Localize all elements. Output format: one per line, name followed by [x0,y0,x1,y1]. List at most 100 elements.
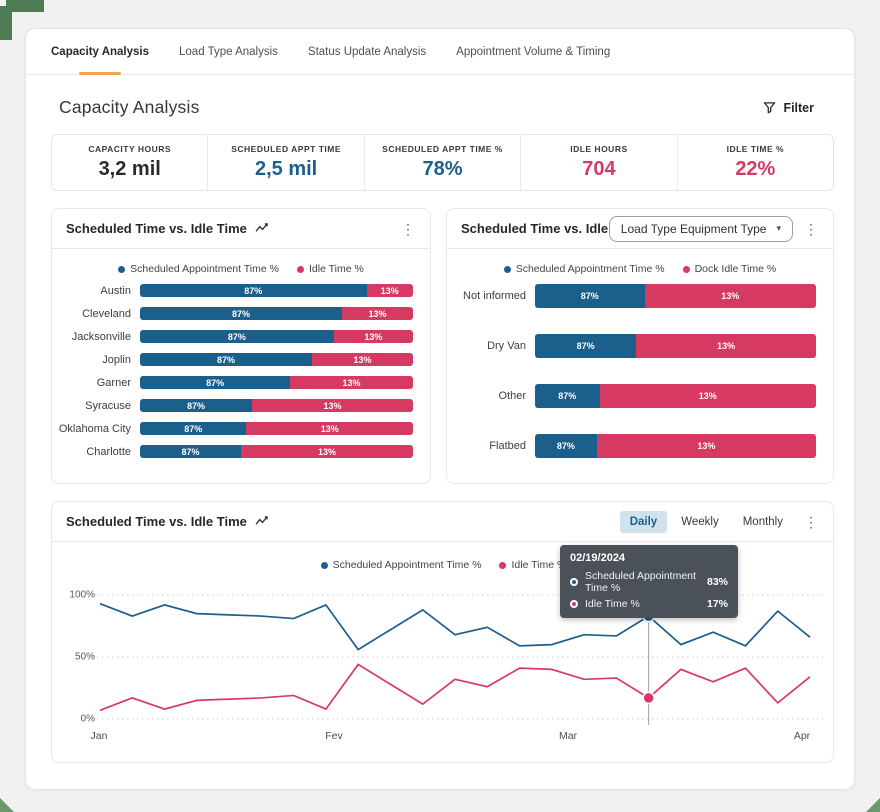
bar-segment[interactable]: 13% [246,422,413,435]
bar-segment[interactable]: 13% [636,334,816,358]
legend-item: Scheduled Appointment Time % [503,263,665,275]
bar-segment[interactable]: 13% [644,284,816,308]
bar-row: Cleveland 87% 13% [52,307,413,320]
panel-title: Scheduled Time vs. Idle Time [461,221,642,236]
bar-track[interactable]: 87% 13% [140,307,413,320]
bar-segment[interactable]: 87% [535,334,637,358]
bar-track[interactable]: 87% 13% [140,330,413,343]
bar-track[interactable]: 87% 13% [535,284,816,308]
bar-track[interactable]: 87% 13% [140,376,413,389]
filter-button[interactable]: Filter [763,101,814,115]
legend-label: Scheduled Appointment Time % [515,263,665,275]
tab-appointment-volume-timing[interactable]: Appointment Volume & Timing [456,45,611,58]
kpi-value: 3,2 mil [98,158,161,180]
bar-category-label: Charlotte [86,445,131,458]
legend-label: Dock Idle Time % [694,263,777,275]
bar-category-label: Not informed [463,290,526,302]
bar-category-label: Cleveland [82,307,131,320]
load-type-dropdown[interactable]: Load Type Equipment Type ▾ [608,215,793,242]
x-axis-tick: Jan [90,730,108,742]
kebab-menu-icon[interactable]: ⋮ [804,220,818,237]
period-weekly-button[interactable]: Weekly [671,511,729,533]
kpi-value: 22% [735,158,776,180]
bar-track[interactable]: 87% 13% [140,422,413,435]
bar-segment[interactable]: 87% [535,284,645,308]
bar-segment[interactable]: 13% [241,445,413,458]
bar-segment[interactable]: 13% [599,384,816,408]
bar-segment[interactable]: 13% [596,434,816,458]
y-axis-tick: 0% [80,713,95,725]
legend-dot-icon [296,265,304,273]
bar-category-label: Syracuse [85,399,131,412]
bar-segment[interactable]: 13% [366,284,413,297]
bar-segment[interactable]: 87% [140,307,343,320]
trend-line-icon [255,516,270,527]
kpi-label: CAPACITY HOURS [88,144,172,154]
bar-segment[interactable]: 13% [290,376,413,389]
legend-label: Idle Time % [511,559,567,571]
tab-bar: Capacity Analysis Load Type Analysis Statu… [26,29,854,75]
bar-row: Flatbed 87% 13% [447,434,816,458]
bar-track[interactable]: 87% 13% [535,384,816,408]
bar-segment[interactable]: 87% [535,384,600,408]
bar-category-label: Flatbed [489,440,526,452]
bar-row: Not informed 87% 13% [447,284,816,308]
tooltip-row: Scheduled Appointment Time % 83% [570,570,728,594]
kpi-summary-bar: CAPACITY HOURS 3,2 mil SCHEDULED APPT TIME… [51,134,834,191]
bar-row: Dry Van 87% 13% [447,334,816,358]
period-daily-button[interactable]: Daily [619,510,668,533]
bar-row: Oklahoma City 87% 13% [52,422,413,435]
bar-segment[interactable]: 13% [251,399,413,412]
x-axis-tick: Fev [325,730,343,742]
legend-item: Idle Time % [499,559,566,571]
bar-segment[interactable]: 87% [140,330,334,343]
tab-load-type-analysis[interactable]: Load Type Analysis [179,45,278,58]
bar-track[interactable]: 87% 13% [140,284,413,297]
bar-segment[interactable]: 87% [140,422,247,435]
tooltip-series-label: Scheduled Appointment Time % [585,570,696,594]
filter-label: Filter [783,100,814,115]
bar-segment[interactable]: 87% [535,434,597,458]
x-axis-tick: Mar [558,730,578,742]
bar-track[interactable]: 87% 13% [140,353,413,366]
tooltip-row: Idle Time % 17% [570,598,728,610]
bar-segment[interactable]: 87% [140,353,312,366]
kebab-menu-icon[interactable]: ⋮ [401,220,415,237]
highlight-dot[interactable] [642,691,655,705]
period-monthly-button[interactable]: Monthly [733,511,793,533]
kpi-label: IDLE TIME % [726,144,785,154]
bar-track[interactable]: 87% 13% [535,334,816,358]
legend-item: Idle Time % [296,263,364,275]
stacked-bar-chart: Not informed 87% 13% Dry Van 87% 13% Other 87% 1… [447,284,833,458]
legend-dot-icon [118,265,126,273]
kpi-scheduled-appt-time: SCHEDULED APPT TIME 2,5 mil [207,135,363,190]
bar-segment[interactable]: 87% [140,445,241,458]
bar-row: Other 87% 13% [447,384,816,408]
stacked-bar-chart: Austin 87% 13% Cleveland 87% 13% Jacksonville 8… [52,284,430,458]
kpi-value: 2,5 mil [254,158,318,180]
chart-legend: Scheduled Appointment Time % Dock Idle Ti… [447,263,833,275]
tab-capacity-analysis[interactable]: Capacity Analysis [51,29,149,75]
bar-segment[interactable]: 87% [140,284,367,297]
bar-segment[interactable]: 13% [333,330,413,343]
chart-tooltip: 02/19/2024 Scheduled Appointment Time % 8… [560,545,738,618]
bar-segment[interactable]: 87% [140,399,252,412]
legend-label: Scheduled Appointment Time % [332,559,482,571]
bar-track[interactable]: 87% 13% [535,434,816,458]
legend-dot-icon [682,265,690,273]
bar-segment[interactable]: 13% [342,307,413,320]
legend-item: Scheduled Appointment Time % [118,263,279,275]
active-tab-underline [79,72,121,75]
corner-decoration [866,798,880,812]
bar-track[interactable]: 87% 13% [140,445,413,458]
bar-row: Jacksonville 87% 13% [52,330,413,343]
bar-segment[interactable]: 87% [140,376,291,389]
funnel-icon [763,101,776,114]
series-line-scheduled [99,602,811,651]
bar-segment[interactable]: 13% [311,353,413,366]
kebab-menu-icon[interactable]: ⋮ [804,513,818,530]
bar-category-label: Other [498,390,526,402]
legend-label: Scheduled Appointment Time % [130,263,279,275]
bar-track[interactable]: 87% 13% [140,399,413,412]
tab-status-update-analysis[interactable]: Status Update Analysis [307,45,427,58]
